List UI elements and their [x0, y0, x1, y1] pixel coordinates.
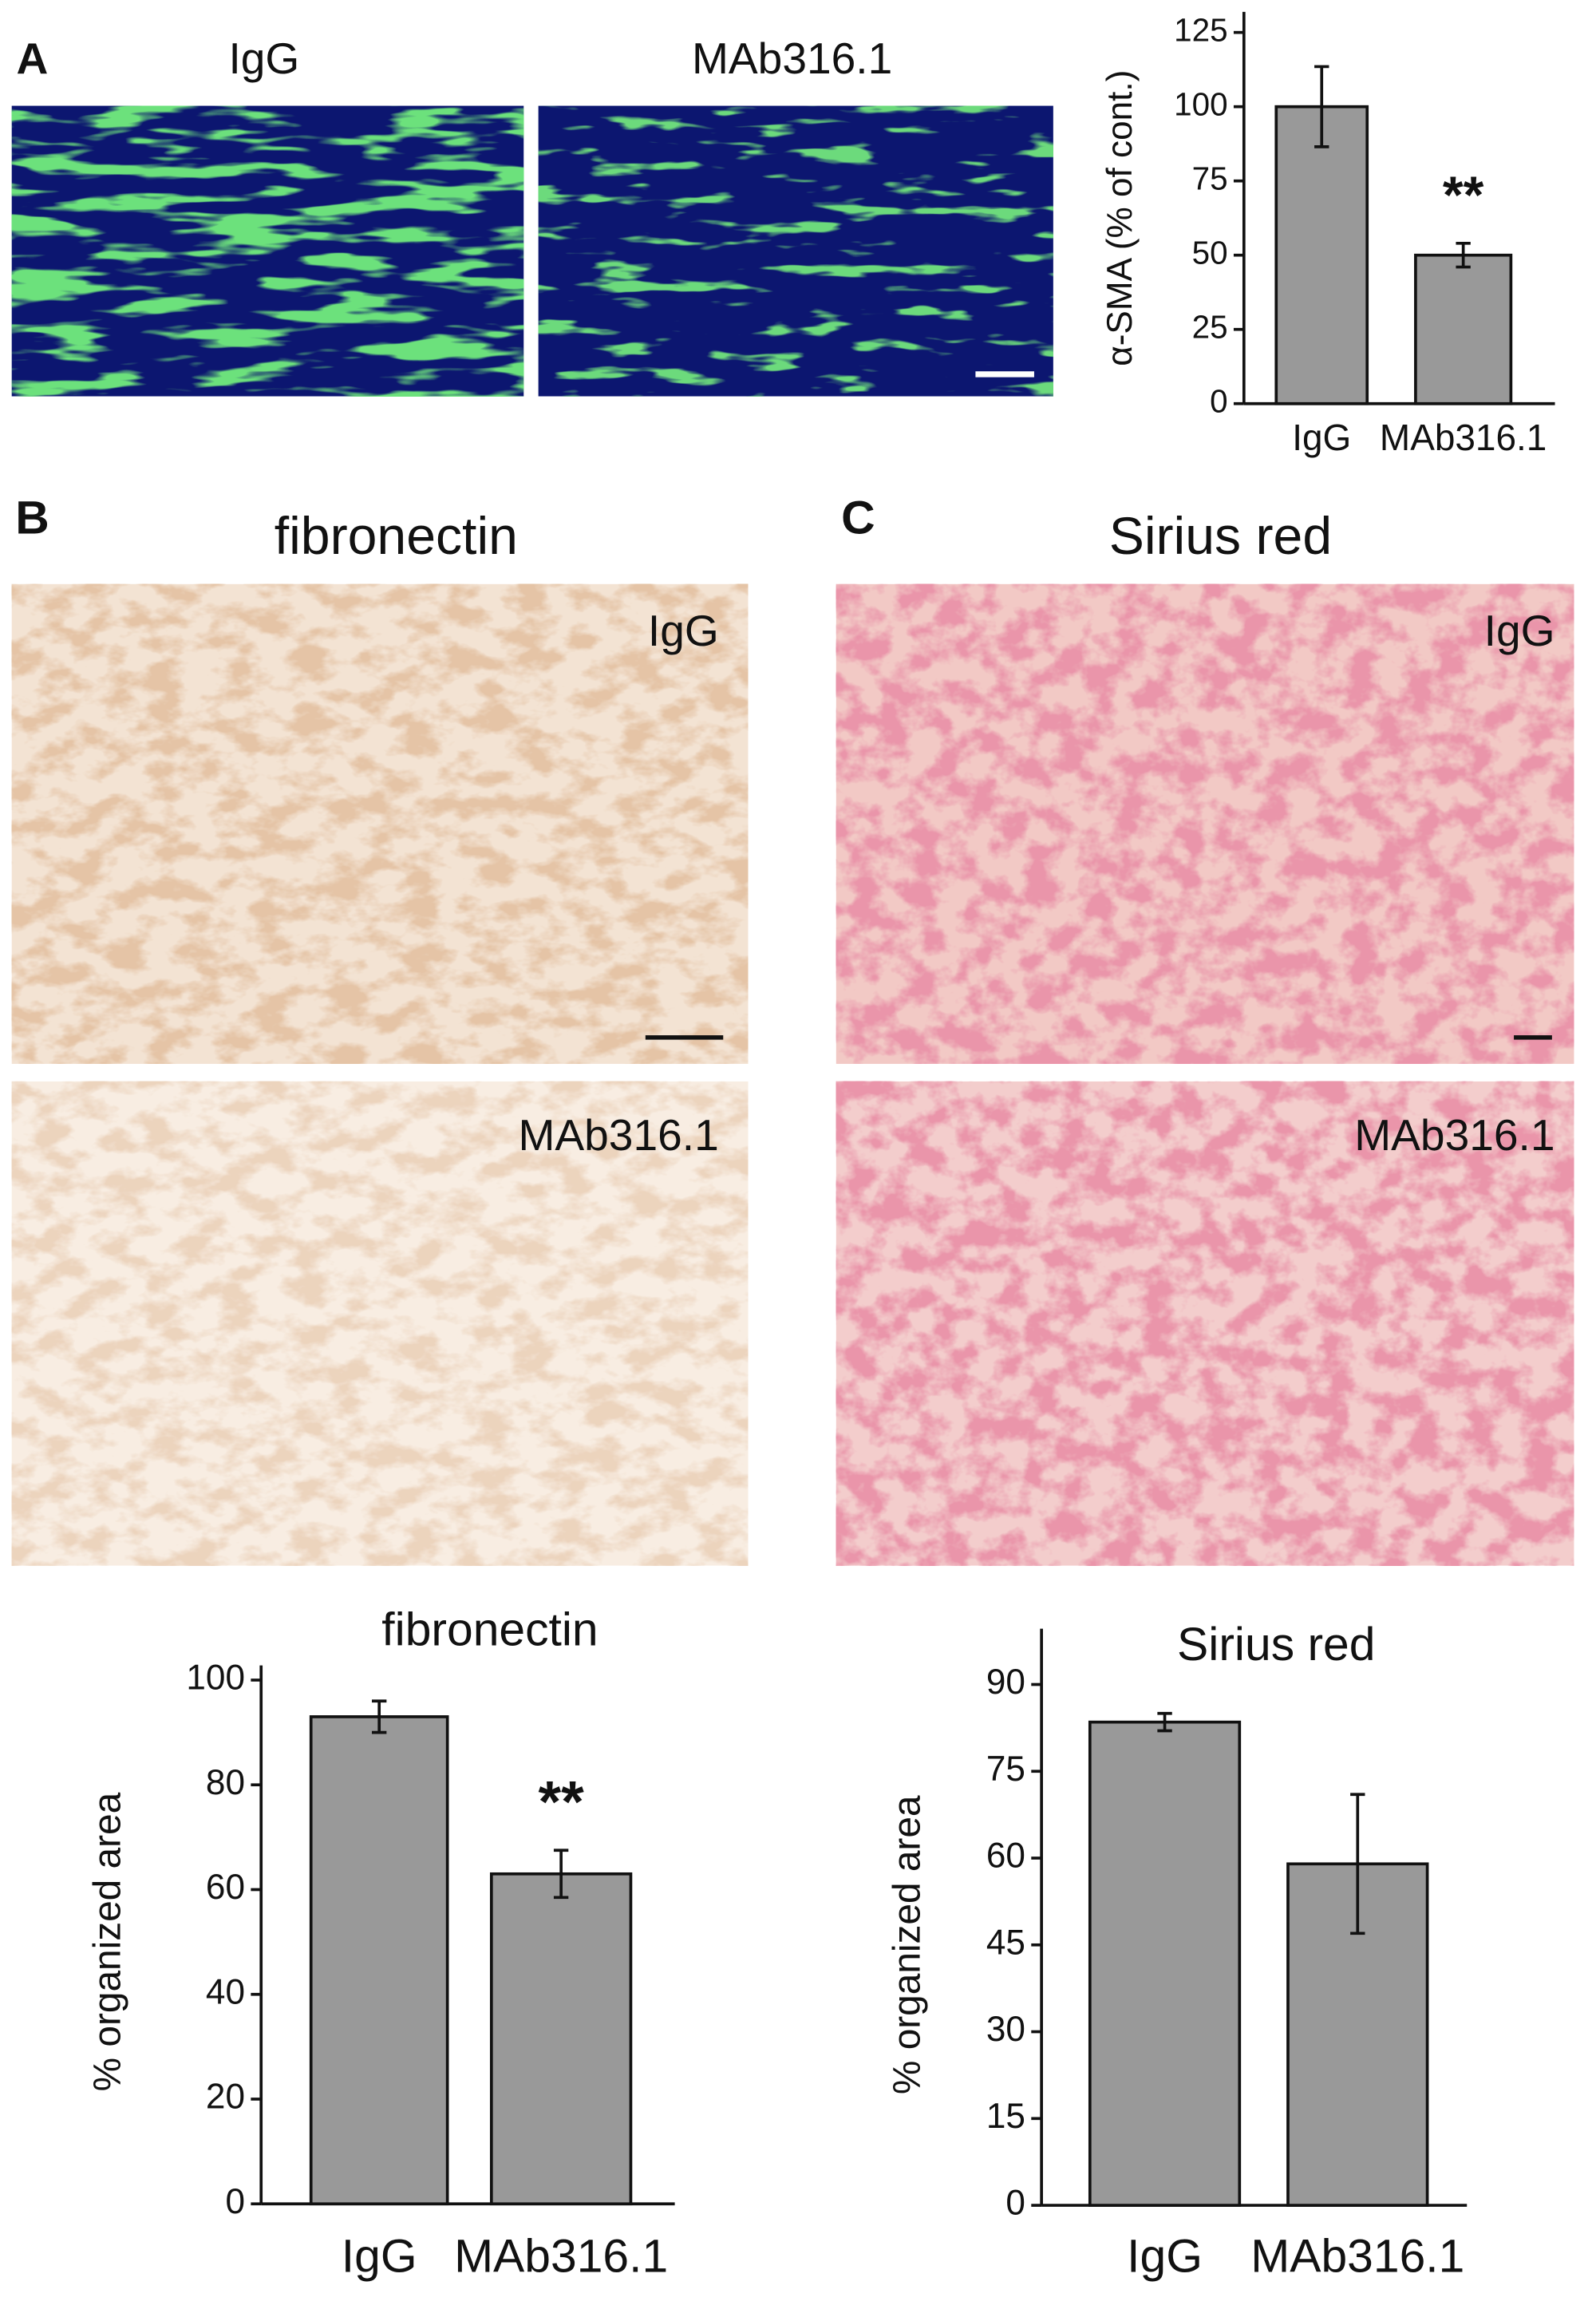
x-tick-label: MAb316.1 [1380, 417, 1547, 458]
bar [1414, 253, 1513, 405]
error-bar [1314, 65, 1329, 148]
image-caption: IgG [648, 606, 719, 655]
y-axis-label: α-SMA (% of cont.) [1100, 70, 1140, 366]
chart-title: fibronectin [381, 1604, 598, 1656]
panel-title: Sirius red [1109, 507, 1332, 566]
y-tick-label: 75 [1192, 160, 1228, 196]
panel-label: B [15, 492, 49, 544]
bar [309, 1715, 449, 2206]
y-tick-label: 0 [1210, 382, 1228, 419]
error-bar [371, 1699, 387, 1734]
panel-label: C [841, 492, 875, 544]
x-tick-label: IgG [1292, 417, 1351, 458]
y-tick-label: 75 [986, 1750, 1025, 1789]
significance-mark: ** [539, 1769, 585, 1835]
error-bar [553, 1848, 569, 1900]
x-tick-label: MAb316.1 [454, 2231, 668, 2283]
image-caption: MAb316.1 [692, 34, 892, 83]
micrograph [11, 583, 749, 1064]
error-bar [1350, 1793, 1365, 1935]
y-tick-label: 45 [986, 1923, 1025, 1962]
image-caption: IgG [228, 34, 299, 83]
micrograph [11, 1081, 749, 1566]
y-tick-label: 100 [1174, 85, 1227, 122]
micrograph [836, 1081, 1574, 1566]
y-tick-label: 50 [1192, 234, 1228, 271]
y-tick-label: 0 [225, 2182, 245, 2221]
y-tick-label: 80 [206, 1763, 245, 1802]
image-caption: MAb316.1 [1354, 1110, 1555, 1160]
y-tick-label: 25 [1192, 308, 1228, 345]
x-tick-label: IgG [342, 2231, 417, 2283]
panel-label: A [17, 34, 49, 83]
y-tick-label: 60 [986, 1837, 1025, 1876]
y-tick-label: 15 [986, 2097, 1025, 2136]
y-tick-label: 30 [986, 2010, 1025, 2049]
y-tick-label: 125 [1174, 11, 1227, 48]
y-tick-label: 100 [186, 1659, 245, 1698]
significance-mark: ** [1443, 166, 1484, 225]
y-tick-label: 0 [1005, 2184, 1025, 2223]
y-tick-label: 40 [206, 1972, 245, 2011]
error-bar [1157, 1711, 1172, 1733]
micrograph [836, 583, 1574, 1064]
y-tick-label: 60 [206, 1868, 245, 1907]
y-tick-label: 20 [206, 2078, 245, 2117]
chart-title: Sirius red [1177, 1619, 1375, 1671]
panel-title: fibronectin [275, 507, 518, 566]
image-caption: MAb316.1 [518, 1110, 718, 1160]
bar [1274, 105, 1369, 405]
y-axis-label: % organized area [886, 1795, 928, 2094]
image-caption: IgG [1484, 606, 1555, 655]
bar [489, 1872, 633, 2206]
y-tick-label: 90 [986, 1663, 1025, 1702]
error-bar [1456, 241, 1471, 269]
bar [1088, 1720, 1242, 2207]
x-tick-label: IgG [1127, 2231, 1203, 2283]
micrograph [11, 105, 524, 397]
y-axis-label: % organized area [86, 1792, 128, 2091]
x-tick-label: MAb316.1 [1250, 2231, 1464, 2283]
micrograph [538, 105, 1053, 397]
